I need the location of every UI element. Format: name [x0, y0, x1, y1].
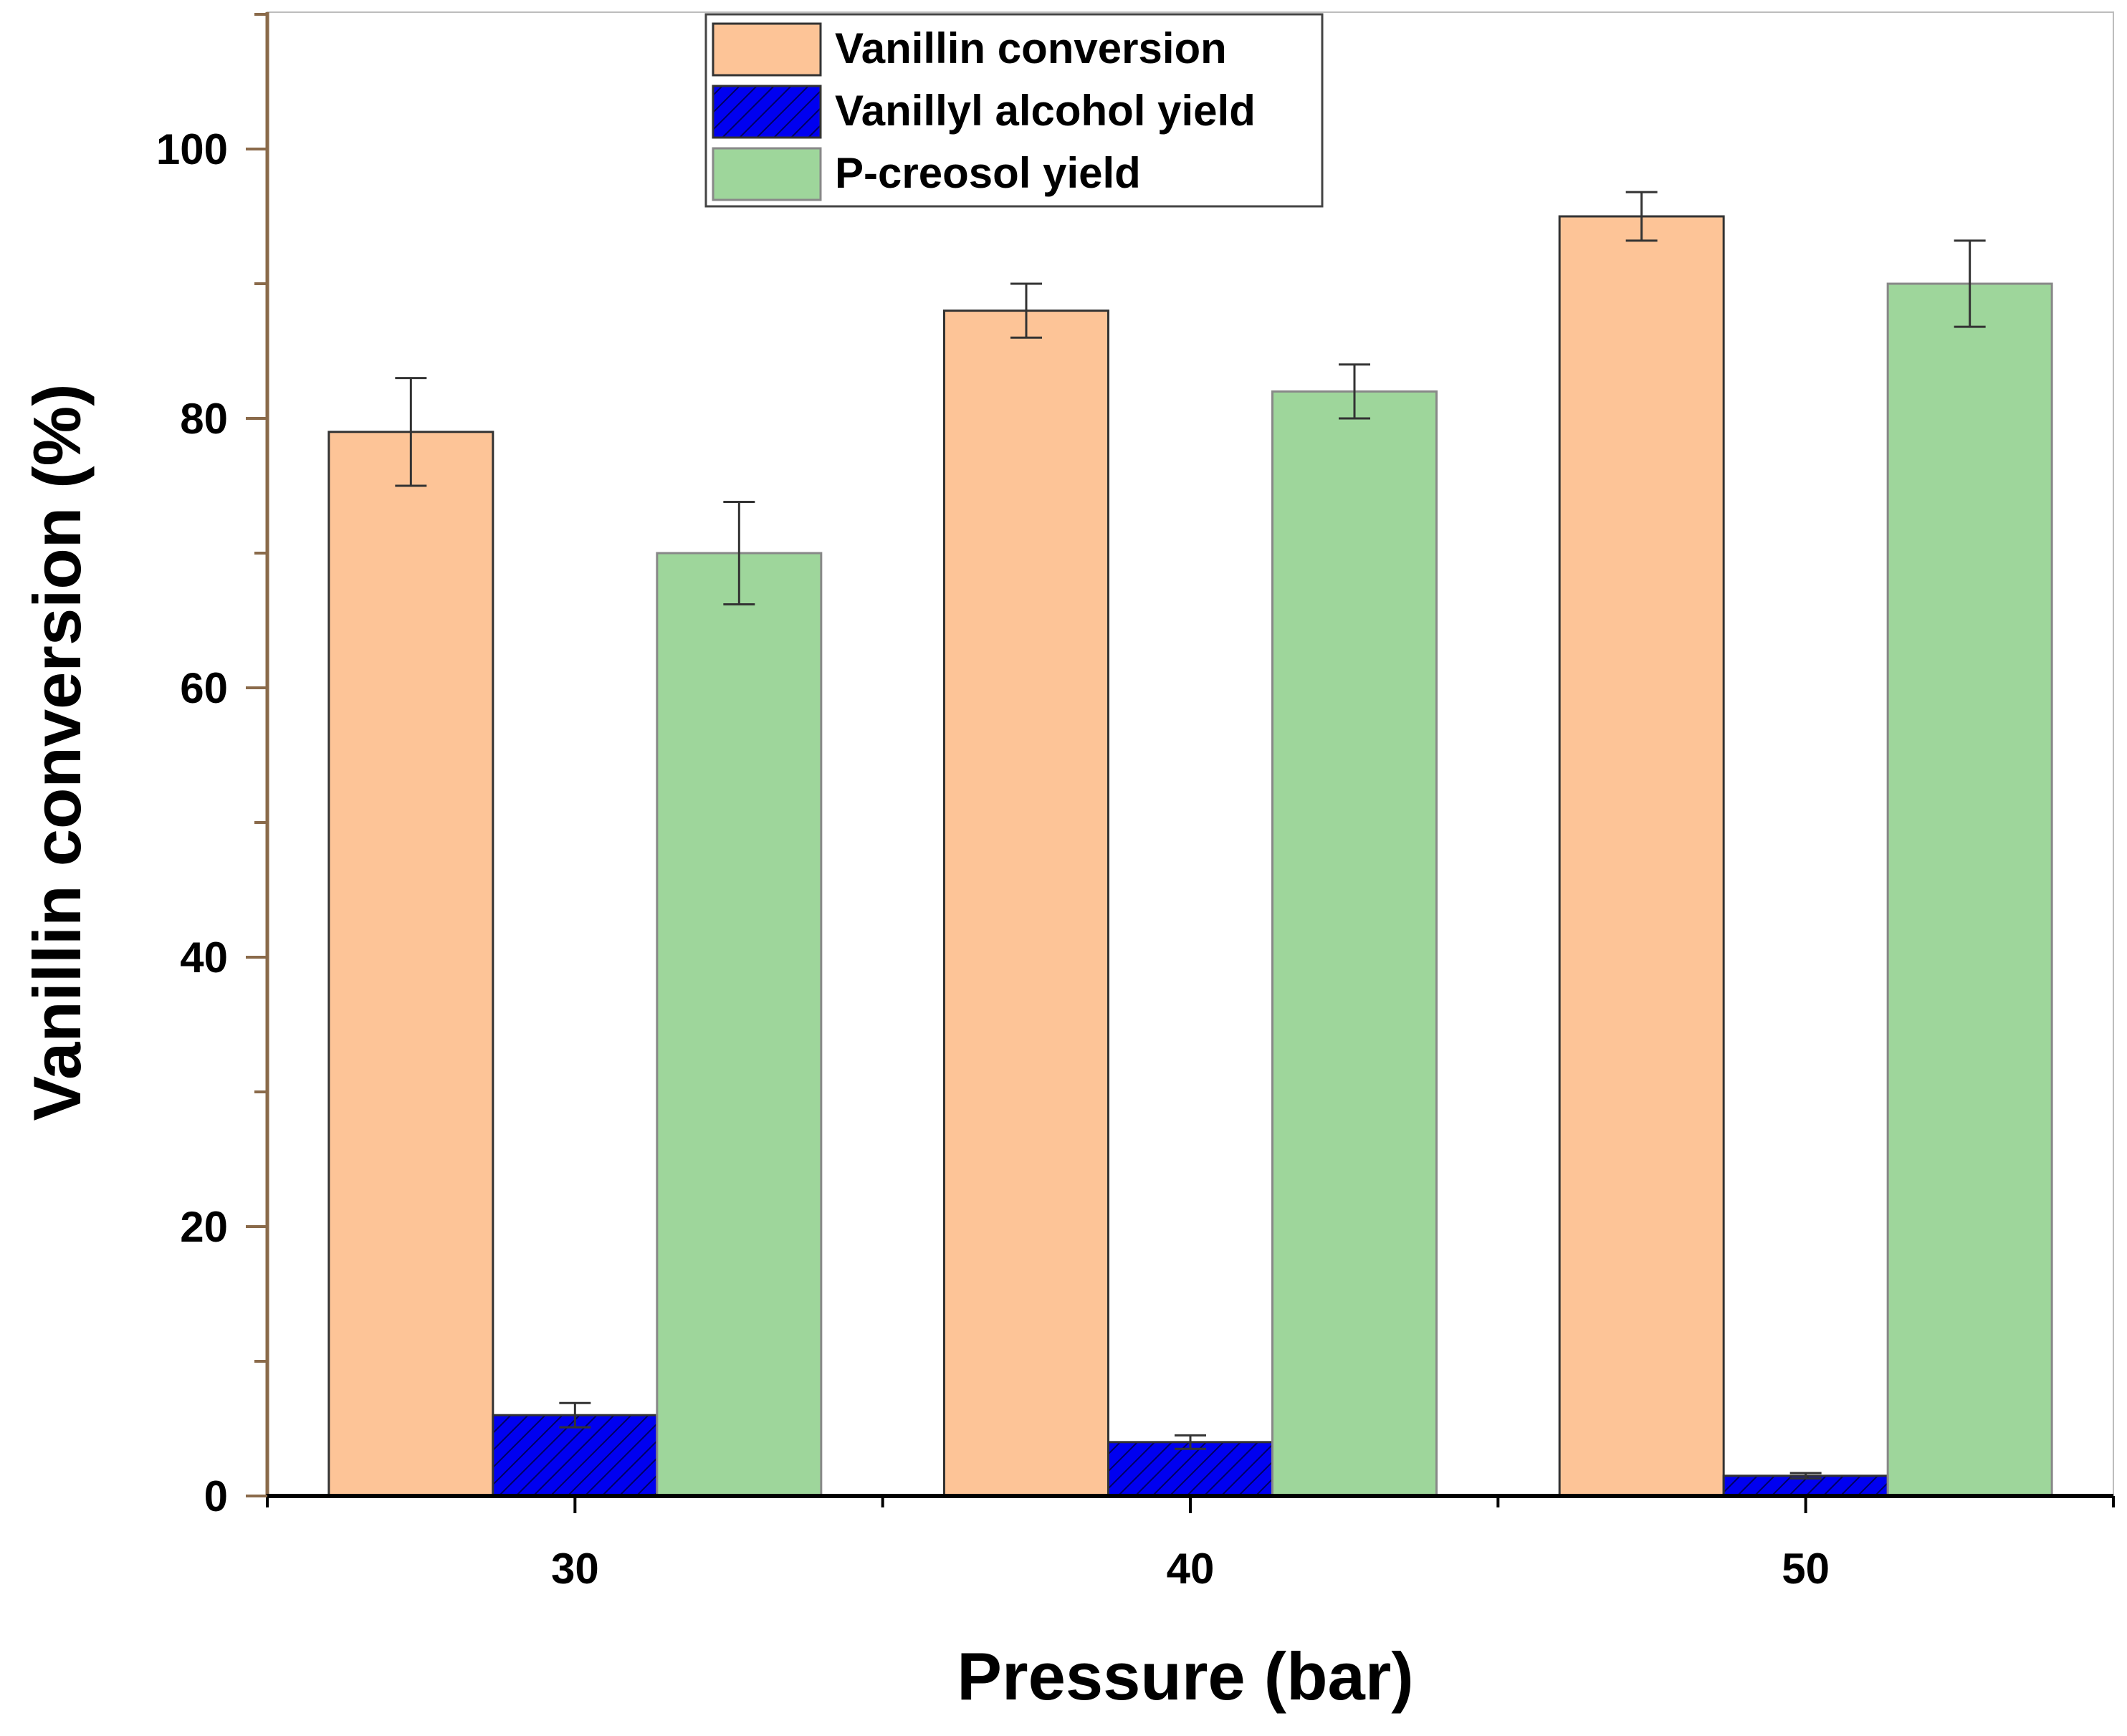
y-tick-label-60: 60: [180, 664, 228, 712]
legend-label-p-creosol-yield: P-creosol yield: [835, 149, 1141, 197]
legend-swatch-vanillyl-alcohol-yield: [712, 85, 822, 139]
x-tick-label-30: 30: [551, 1545, 599, 1593]
y-tick-label-40: 40: [180, 934, 228, 982]
bar-vanillin-conversion-50: [1558, 215, 1725, 1497]
bar-vanillyl-alcohol-yield-40: [1107, 1441, 1273, 1497]
bar-p-creosol-yield-50: [1886, 282, 2053, 1497]
y-tick-label-100: 100: [156, 125, 228, 173]
y-tick-label-80: 80: [180, 395, 228, 443]
legend-swatch-p-creosol-yield: [712, 147, 822, 201]
bar-p-creosol-yield-40: [1271, 390, 1438, 1497]
y-tick-label-0: 0: [204, 1472, 228, 1520]
bars-layer: [328, 215, 2053, 1497]
x-tick-label-40: 40: [1167, 1545, 1215, 1593]
legend: Vanillin conversion Vanillyl alcohol yie…: [704, 13, 1324, 208]
error-bars-layer: [395, 191, 1986, 1480]
legend-label-vanillyl-alcohol-yield: Vanillyl alcohol yield: [835, 87, 1256, 135]
bar-vanillyl-alcohol-yield-30: [492, 1414, 659, 1497]
y-axis-label: Vanillin conversion (%): [19, 384, 95, 1121]
x-tick-label-50: 50: [1782, 1545, 1830, 1593]
bar-vanillin-conversion-40: [943, 310, 1109, 1497]
bar-vanillin-conversion-30: [328, 431, 494, 1497]
bar-p-creosol-yield-30: [656, 552, 823, 1497]
plot-frame: [267, 11, 2114, 1497]
x-axis-label: Pressure (bar): [957, 1639, 1413, 1714]
axes-layer: 30 40 50 0 20 40 60 80 100: [156, 12, 2115, 1593]
legend-swatch-vanillin-conversion: [712, 22, 822, 77]
y-tick-label-20: 20: [180, 1203, 228, 1251]
legend-label-vanillin-conversion: Vanillin conversion: [835, 24, 1227, 72]
